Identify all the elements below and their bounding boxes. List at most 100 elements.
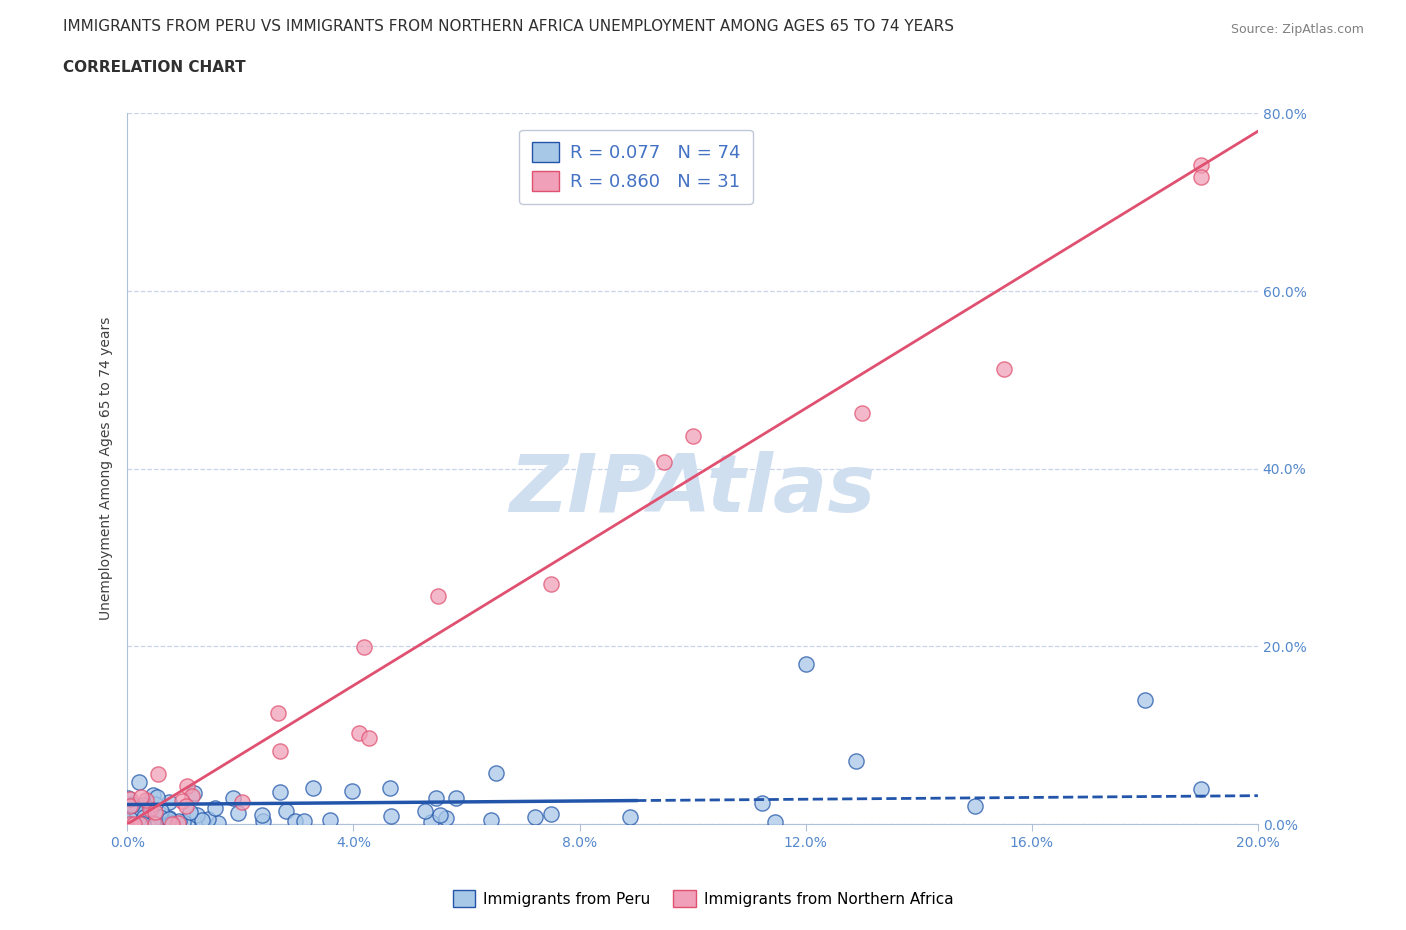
- Point: [118, 815, 141, 830]
- Point: [269, 744, 291, 759]
- Point: [425, 790, 447, 805]
- Point: [267, 705, 290, 720]
- Point: [117, 790, 139, 805]
- Point: [284, 814, 307, 829]
- Point: [751, 795, 773, 810]
- Point: [186, 807, 208, 822]
- Point: [157, 811, 180, 826]
- Point: [124, 801, 146, 816]
- Point: [118, 797, 141, 812]
- Point: [1189, 169, 1212, 184]
- Point: [319, 813, 342, 828]
- Point: [231, 794, 253, 809]
- Point: [125, 812, 148, 827]
- Point: [157, 794, 180, 809]
- Point: [292, 814, 315, 829]
- Point: [340, 784, 363, 799]
- Point: [419, 815, 441, 830]
- Point: [180, 789, 202, 804]
- Point: [120, 791, 142, 806]
- Point: [844, 753, 866, 768]
- Point: [183, 785, 205, 800]
- Point: [127, 807, 149, 822]
- Point: [191, 813, 214, 828]
- Point: [485, 765, 508, 780]
- Point: [993, 361, 1015, 376]
- Point: [143, 804, 166, 819]
- Point: [523, 809, 546, 824]
- Point: [204, 801, 226, 816]
- Point: [125, 804, 148, 818]
- Point: [851, 405, 873, 420]
- Point: [131, 817, 153, 831]
- Point: [540, 807, 562, 822]
- Point: [159, 817, 181, 831]
- Point: [156, 817, 179, 831]
- Text: Source: ZipAtlas.com: Source: ZipAtlas.com: [1230, 23, 1364, 36]
- Point: [274, 804, 297, 818]
- Point: [444, 790, 467, 805]
- Point: [1189, 157, 1212, 172]
- Legend: Immigrants from Peru, Immigrants from Northern Africa: Immigrants from Peru, Immigrants from No…: [447, 884, 959, 913]
- Point: [176, 778, 198, 793]
- Point: [380, 780, 402, 795]
- Point: [146, 790, 169, 804]
- Point: [619, 810, 641, 825]
- Point: [176, 817, 198, 831]
- Point: [427, 588, 450, 603]
- Point: [167, 816, 190, 830]
- Point: [149, 804, 172, 818]
- Point: [434, 811, 457, 826]
- Point: [125, 811, 148, 826]
- Point: [157, 811, 180, 826]
- Point: [170, 794, 193, 809]
- Point: [142, 788, 165, 803]
- Point: [132, 810, 155, 825]
- Point: [146, 767, 169, 782]
- Point: [149, 809, 172, 824]
- Point: [120, 812, 142, 827]
- Point: [136, 805, 159, 820]
- Point: [143, 817, 166, 831]
- Point: [413, 804, 436, 818]
- Point: [965, 799, 987, 814]
- Point: [132, 799, 155, 814]
- Point: [122, 817, 145, 831]
- Point: [179, 804, 201, 819]
- Point: [252, 814, 274, 829]
- Text: CORRELATION CHART: CORRELATION CHART: [63, 60, 246, 75]
- Point: [128, 774, 150, 789]
- Point: [120, 817, 142, 831]
- Legend: R = 0.077   N = 74, R = 0.860   N = 31: R = 0.077 N = 74, R = 0.860 N = 31: [519, 129, 752, 204]
- Point: [357, 730, 380, 745]
- Point: [121, 798, 143, 813]
- Point: [122, 800, 145, 815]
- Point: [172, 815, 194, 830]
- Point: [174, 799, 197, 814]
- Point: [652, 454, 675, 469]
- Point: [142, 816, 165, 830]
- Point: [353, 640, 375, 655]
- Y-axis label: Unemployment Among Ages 65 to 74 years: Unemployment Among Ages 65 to 74 years: [100, 317, 114, 620]
- Point: [1189, 781, 1212, 796]
- Point: [129, 790, 152, 805]
- Point: [132, 798, 155, 813]
- Point: [143, 797, 166, 812]
- Point: [347, 726, 370, 741]
- Point: [139, 801, 162, 816]
- Point: [763, 815, 786, 830]
- Point: [794, 657, 817, 671]
- Text: ZIPAtlas: ZIPAtlas: [509, 451, 876, 529]
- Point: [429, 808, 451, 823]
- Point: [540, 577, 562, 591]
- Point: [222, 790, 245, 805]
- Text: IMMIGRANTS FROM PERU VS IMMIGRANTS FROM NORTHERN AFRICA UNEMPLOYMENT AMONG AGES : IMMIGRANTS FROM PERU VS IMMIGRANTS FROM …: [63, 19, 955, 33]
- Point: [124, 799, 146, 814]
- Point: [118, 799, 141, 814]
- Point: [250, 807, 273, 822]
- Point: [380, 808, 402, 823]
- Point: [226, 805, 249, 820]
- Point: [301, 781, 323, 796]
- Point: [162, 817, 184, 831]
- Point: [135, 792, 157, 807]
